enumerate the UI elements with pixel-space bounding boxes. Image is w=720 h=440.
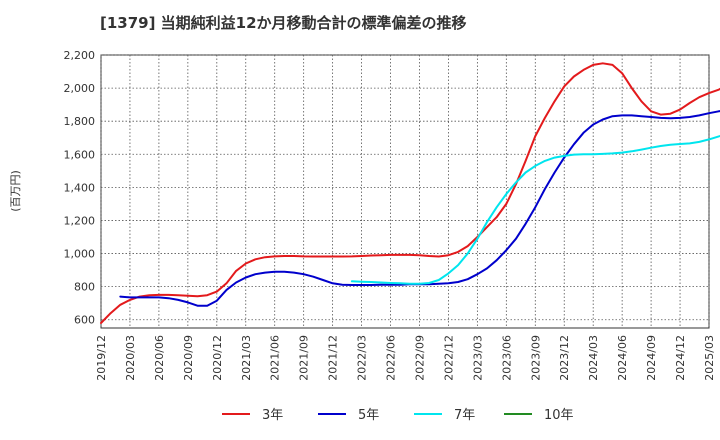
x-tick-label: 2022/03: [356, 335, 369, 381]
y-tick-label: 1,600: [64, 148, 96, 161]
series-line: [119, 110, 720, 307]
x-tick-label: 2025/03: [703, 335, 716, 381]
plot-area: [100, 54, 710, 329]
y-tick-label: 2,000: [64, 82, 96, 95]
x-tick-label: 2023/12: [558, 335, 571, 381]
y-tick-label: 1,200: [64, 214, 96, 227]
x-tick-label: 2024/12: [674, 335, 687, 381]
x-tick-label: 2023/03: [471, 335, 484, 381]
x-tick-label: 2021/03: [240, 335, 253, 381]
x-tick-label: 2021/09: [298, 335, 311, 381]
x-tick-label: 2020/03: [124, 335, 137, 381]
y-tick-labels: 600 800 1,000 1,200 1,400 1,600 1,800 2,000 2,20…: [64, 49, 96, 327]
y-tick-label: 1,000: [64, 248, 96, 261]
x-tick-label: 2019/12: [95, 335, 108, 381]
y-tick-label: 1,800: [64, 115, 96, 128]
x-tick-label: 2024/06: [616, 335, 629, 381]
y-tick-label: 1,400: [64, 181, 96, 194]
x-tick-label: 2020/06: [153, 335, 166, 381]
legend-label: 10年: [544, 408, 574, 423]
legend-label: 5年: [358, 408, 379, 423]
x-tick-label: 2024/09: [645, 335, 658, 381]
series-line: [350, 134, 720, 285]
x-tick-labels: 2019/12 2020/03 2020/06 2020/09 2020/12 2021/…: [95, 335, 716, 381]
series-line: [100, 62, 720, 324]
x-tick-label: 2023/09: [529, 335, 542, 381]
x-tick-label: 2024/03: [587, 335, 600, 381]
x-tick-label: 2022/12: [442, 335, 455, 381]
legend: 3年 5年 7年 10年: [222, 408, 574, 423]
y-tick-label: 600: [74, 314, 95, 327]
legend-label: 3年: [262, 408, 283, 423]
chart-title: [1379] 当期純利益12か月移動合計の標準偏差の推移: [100, 14, 467, 32]
x-tick-label: 2023/06: [500, 335, 513, 381]
y-axis-label: (百万円): [9, 170, 22, 212]
legend-label: 7年: [454, 408, 475, 423]
y-tick-label: 800: [74, 281, 95, 294]
x-tick-label: 2020/12: [211, 335, 224, 381]
x-tick-label: 2021/06: [269, 335, 282, 381]
x-tick-label: 2020/09: [182, 335, 195, 381]
x-tick-label: 2022/06: [385, 335, 398, 381]
y-tick-label: 2,200: [64, 49, 96, 62]
x-tick-label: 2022/09: [413, 335, 426, 381]
x-tick-label: 2021/12: [327, 335, 340, 381]
series-lines: [100, 62, 720, 324]
